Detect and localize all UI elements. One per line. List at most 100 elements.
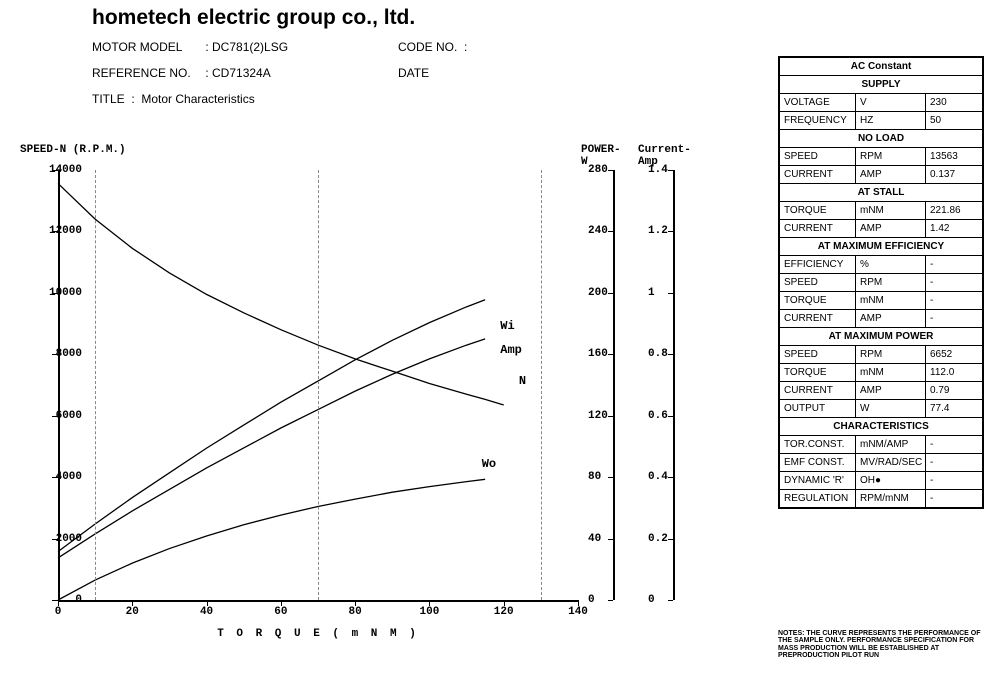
model-label: MOTOR MODEL — [92, 40, 202, 54]
footer-notes: NOTES: THE CURVE REPRESENTS THE PERFORMA… — [778, 630, 984, 659]
table-cell: - — [926, 436, 982, 453]
tick-mark — [52, 231, 58, 232]
y-left-tick: 0 — [38, 594, 82, 606]
code-label: CODE NO. — [398, 40, 457, 54]
table-cell: 112.0 — [926, 364, 982, 381]
tick-mark — [668, 539, 673, 540]
table-cell: EFFICIENCY — [780, 256, 856, 273]
vertical-guide — [541, 170, 542, 600]
header-model: MOTOR MODEL : DC781(2)LSG — [92, 40, 288, 54]
tick-mark — [207, 600, 208, 606]
y-right2-axis-line — [673, 170, 675, 600]
table-cell: TORQUE — [780, 292, 856, 309]
tick-mark — [608, 354, 613, 355]
tick-mark — [52, 416, 58, 417]
table-row: SPEEDRPM13563 — [780, 148, 982, 166]
y-left-tick: 10000 — [38, 287, 82, 299]
table-cell: EMF CONST. — [780, 454, 856, 471]
table-cell: - — [926, 472, 982, 489]
y-right1-tick: 280 — [588, 164, 608, 176]
tick-mark — [608, 477, 613, 478]
table-section-header: SUPPLY — [780, 76, 982, 94]
y-right2-tick: 1.4 — [648, 164, 668, 176]
table-section-header: AT MAXIMUM EFFICIENCY — [780, 238, 982, 256]
tick-mark — [608, 416, 613, 417]
table-cell: mNM — [856, 202, 926, 219]
table-section-header: NO LOAD — [780, 130, 982, 148]
curve-label-n: N — [519, 374, 526, 388]
table-cell: V — [856, 94, 926, 111]
table-row: TORQUEmNM- — [780, 292, 982, 310]
table-cell: AMP — [856, 166, 926, 183]
tick-mark — [52, 477, 58, 478]
ref-label: REFERENCE NO. — [92, 66, 202, 80]
table-cell: mNM — [856, 364, 926, 381]
table-cell: - — [926, 292, 982, 309]
y-right1-axis-line — [613, 170, 615, 600]
plot-area: T O R Q U E ( m N M ) 020004000600080001… — [58, 170, 578, 600]
table-cell: - — [926, 454, 982, 471]
tick-mark — [608, 231, 613, 232]
ref-value: CD71324A — [212, 66, 271, 80]
header-ref: REFERENCE NO. : CD71324A — [92, 66, 271, 80]
y-left-tick: 14000 — [38, 164, 82, 176]
tick-mark — [429, 600, 430, 606]
tick-mark — [668, 231, 673, 232]
y-right1-tick: 0 — [588, 594, 595, 606]
tick-mark — [668, 354, 673, 355]
table-cell: 13563 — [926, 148, 982, 165]
tick-mark — [52, 293, 58, 294]
x-tick: 20 — [126, 606, 139, 618]
tick-mark — [281, 600, 282, 606]
table-cell: 1.42 — [926, 220, 982, 237]
motor-characteristics-chart: SPEED-N (R.P.M.) POWER-W Current-Amp T O… — [28, 148, 608, 628]
table-cell: TORQUE — [780, 364, 856, 381]
table-row: EMF CONST.MV/RAD/SEC- — [780, 454, 982, 472]
table-cell: mNM — [856, 292, 926, 309]
table-cell: 0.79 — [926, 382, 982, 399]
y-right2-tick: 1.2 — [648, 225, 668, 237]
vertical-guide — [318, 170, 319, 600]
title-label: TITLE — [92, 92, 125, 106]
table-section-header: CHARACTERISTICS — [780, 418, 982, 436]
table-cell: CURRENT — [780, 166, 856, 183]
table-cell: 50 — [926, 112, 982, 129]
table-row: SPEEDRPM6652 — [780, 346, 982, 364]
header-code: CODE NO. : — [398, 40, 471, 54]
table-cell: SPEED — [780, 346, 856, 363]
curve-label-wi: Wi — [500, 319, 514, 333]
curve-wi — [58, 300, 485, 552]
table-row: CURRENTAMP1.42 — [780, 220, 982, 238]
table-cell: RPM — [856, 148, 926, 165]
spec-table: AC Constant SUPPLYVOLTAGEV230FREQUENCYHZ… — [778, 56, 984, 509]
table-cell: CURRENT — [780, 310, 856, 327]
table-row: TOR.CONST.mNM/AMP- — [780, 436, 982, 454]
y-right2-tick: 0 — [648, 594, 655, 606]
table-row: DYNAMIC 'R'OH●- — [780, 472, 982, 490]
y-right2-tick: 0.2 — [648, 533, 668, 545]
header-title: TITLE : Motor Characteristics — [92, 92, 255, 106]
tick-mark — [52, 539, 58, 540]
date-label: DATE — [398, 66, 429, 80]
table-row: OUTPUTW77.4 — [780, 400, 982, 418]
x-axis-line — [58, 600, 578, 602]
table-cell: TOR.CONST. — [780, 436, 856, 453]
table-section-header: AT STALL — [780, 184, 982, 202]
y-left-axis-title: SPEED-N (R.P.M.) — [20, 144, 126, 156]
header-date: DATE — [398, 66, 432, 80]
table-cell: RPM/mNM — [856, 490, 926, 507]
curve-label-amp: Amp — [500, 343, 522, 357]
tick-mark — [355, 600, 356, 606]
table-cell: OUTPUT — [780, 400, 856, 417]
tick-mark — [668, 600, 673, 601]
tick-mark — [132, 600, 133, 606]
tick-mark — [668, 293, 673, 294]
table-cell: TORQUE — [780, 202, 856, 219]
tick-mark — [668, 416, 673, 417]
table-cell: - — [926, 256, 982, 273]
x-tick: 140 — [568, 606, 588, 618]
table-cell: CURRENT — [780, 220, 856, 237]
table-row: SPEEDRPM- — [780, 274, 982, 292]
y-right2-tick: 0.6 — [648, 410, 668, 422]
y-right2-tick: 1 — [648, 287, 655, 299]
